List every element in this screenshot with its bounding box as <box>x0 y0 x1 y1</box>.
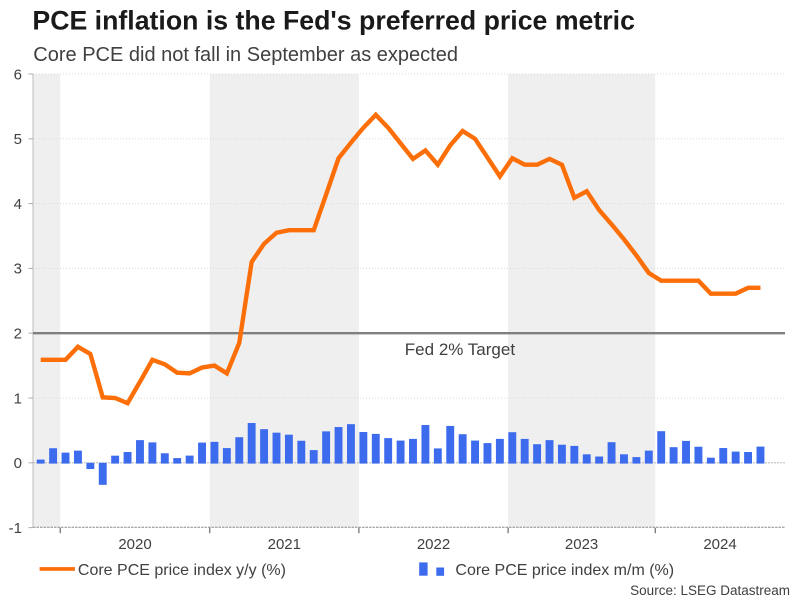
svg-text:Core PCE price index m/m (%): Core PCE price index m/m (%) <box>455 562 674 579</box>
svg-text:Source: LSEG Datastream: Source: LSEG Datastream <box>630 583 790 598</box>
svg-text:2022: 2022 <box>417 536 450 553</box>
svg-text:1: 1 <box>14 390 22 407</box>
svg-text:Core PCE price index y/y (%): Core PCE price index y/y (%) <box>78 562 286 579</box>
svg-text:6: 6 <box>14 66 22 83</box>
svg-text:2023: 2023 <box>565 536 598 553</box>
svg-text:Fed 2% Target: Fed 2% Target <box>405 340 516 359</box>
svg-text:2: 2 <box>14 326 22 343</box>
svg-text:PCE inflation is the Fed's pre: PCE inflation is the Fed's preferred pri… <box>32 6 635 36</box>
svg-text:2020: 2020 <box>118 536 151 553</box>
svg-text:4: 4 <box>14 196 22 213</box>
svg-text:5: 5 <box>14 131 22 148</box>
svg-text:2024: 2024 <box>703 536 736 553</box>
svg-text:0: 0 <box>14 455 22 472</box>
svg-text:-1: -1 <box>9 520 22 537</box>
svg-text:3: 3 <box>14 261 22 278</box>
svg-text:Core PCE did not fall in Septe: Core PCE did not fall in September as ex… <box>33 44 458 66</box>
svg-text:2021: 2021 <box>268 536 301 553</box>
